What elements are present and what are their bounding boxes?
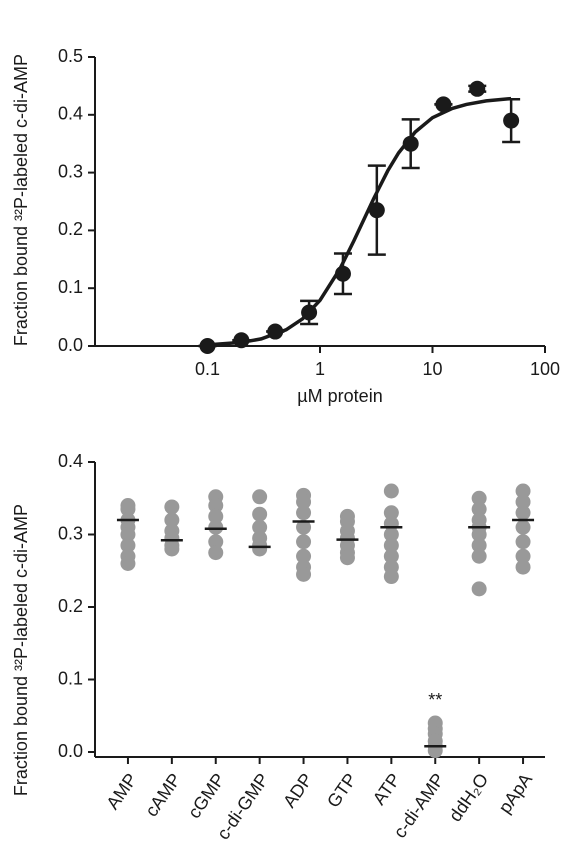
- data-point: [515, 505, 531, 521]
- y-axis-label: Fraction bound ³²P-labeled c-di-AMP: [11, 504, 31, 796]
- data-point: [296, 494, 312, 510]
- x-tick-label: GTP: [323, 770, 361, 812]
- data-point: [120, 537, 136, 553]
- data-point: [233, 332, 250, 349]
- y-tick-label: 0.4: [58, 104, 83, 124]
- x-tick-label: cGMP: [184, 770, 229, 822]
- data-point: [252, 541, 268, 557]
- data-point: [208, 545, 224, 561]
- x-tick-label: 0.1: [195, 359, 220, 379]
- x-tick-label: ADP: [279, 770, 317, 812]
- data-point: [471, 501, 487, 517]
- y-tick-label: 0.0: [58, 335, 83, 355]
- data-point: [383, 505, 399, 521]
- data-point: [471, 490, 487, 506]
- data-point: [469, 80, 486, 97]
- y-tick-label: 0.2: [58, 596, 83, 616]
- data-point: [208, 519, 224, 535]
- data-point: [515, 494, 531, 510]
- data-point: [334, 265, 351, 282]
- data-point: [471, 548, 487, 564]
- x-tick-label: ATP: [369, 770, 405, 809]
- data-point: [199, 338, 216, 354]
- x-tick-label: 100: [530, 359, 560, 379]
- x-tick-label: 10: [422, 359, 442, 379]
- data-point: [296, 534, 312, 550]
- data-point: [515, 534, 531, 550]
- x-tick-label: cAMP: [141, 770, 185, 821]
- data-point: [503, 112, 520, 129]
- data-point: [164, 541, 180, 557]
- annotation: **: [428, 690, 442, 710]
- x-tick-label: 1: [315, 359, 325, 379]
- data-point: [208, 534, 224, 550]
- data-point: [164, 499, 180, 515]
- data-point: [296, 548, 312, 564]
- data-point: [515, 483, 531, 499]
- data-point: [208, 508, 224, 524]
- y-tick-label: 0.3: [58, 523, 83, 543]
- y-tick-label: 0.1: [58, 277, 83, 297]
- data-point: [471, 527, 487, 542]
- x-axis-label: µM protein: [297, 386, 382, 406]
- data-point: [296, 505, 312, 521]
- data-point: [120, 501, 136, 517]
- data-point: [515, 519, 531, 535]
- data-point: [339, 550, 355, 566]
- data-point: [208, 498, 224, 513]
- data-point: [267, 323, 284, 340]
- data-point: [252, 489, 268, 505]
- y-tick-label: 0.3: [58, 161, 83, 181]
- data-point: [383, 569, 399, 585]
- x-tick-label: ddH₂O: [445, 770, 492, 826]
- data-point: [301, 304, 318, 321]
- fit-curve: [207, 96, 512, 347]
- data-point: [120, 527, 136, 542]
- data-point: [471, 537, 487, 553]
- y-tick-label: 0.2: [58, 219, 83, 239]
- data-point: [296, 566, 312, 582]
- x-tick-label: AMP: [102, 770, 141, 813]
- data-point: [120, 556, 136, 571]
- data-point: [515, 559, 531, 575]
- data-point: [383, 537, 399, 553]
- data-point: [435, 96, 452, 113]
- data-point: [383, 483, 399, 499]
- y-tick-label: 0.1: [58, 668, 83, 688]
- data-point: [164, 512, 180, 528]
- data-point: [252, 506, 268, 522]
- data-point: [296, 519, 312, 535]
- y-tick-label: 0.0: [58, 741, 83, 761]
- data-point: [471, 581, 487, 597]
- data-point: [515, 548, 531, 564]
- x-tick-label: pApA: [495, 770, 537, 818]
- data-point: [252, 519, 268, 535]
- y-tick-label: 0.5: [58, 46, 83, 66]
- data-point: [368, 202, 385, 219]
- data-point: [402, 135, 419, 152]
- y-tick-label: 0.4: [58, 451, 83, 471]
- data-point: [383, 527, 399, 542]
- y-axis-label: Fraction bound ³²P-labeled c-di-AMP: [11, 54, 31, 346]
- data-point: [383, 548, 399, 564]
